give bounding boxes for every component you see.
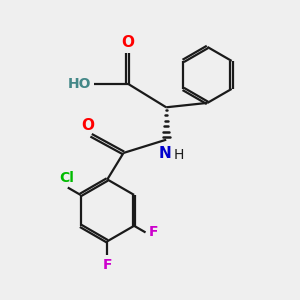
Text: H: H	[173, 148, 184, 162]
Text: O: O	[81, 118, 94, 133]
Text: Cl: Cl	[59, 171, 74, 185]
Text: F: F	[103, 258, 112, 272]
Text: O: O	[122, 35, 134, 50]
Text: HO: HO	[68, 77, 92, 91]
Text: F: F	[149, 225, 159, 239]
Text: N: N	[158, 146, 171, 160]
